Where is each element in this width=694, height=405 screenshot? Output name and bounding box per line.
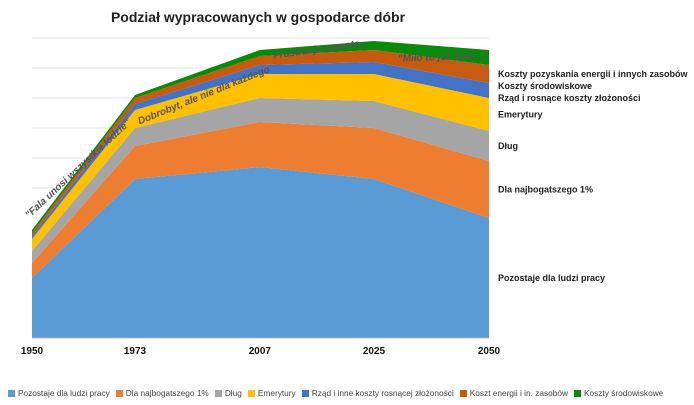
legend-label: Rząd i inne koszty rosnącej złożoności bbox=[311, 388, 454, 398]
legend-item: Dla najbogatszego 1% bbox=[115, 388, 209, 398]
area-rząd-i-inne-koszty-rosnącej-złożoności bbox=[32, 62, 489, 239]
x-tick-label: 1973 bbox=[124, 346, 147, 357]
legend-label: Emerytury bbox=[257, 388, 296, 398]
x-tick-label: 2007 bbox=[249, 346, 272, 357]
annotation-text: "Miło to już było..." bbox=[398, 50, 489, 64]
area-dług bbox=[32, 98, 489, 263]
legend-item: Dług bbox=[214, 388, 242, 398]
legend-swatch bbox=[214, 389, 222, 397]
x-tick-label: 2025 bbox=[363, 346, 386, 357]
legend-item: Emerytury bbox=[247, 388, 296, 398]
legend-label: Dla najbogatszego 1% bbox=[125, 388, 209, 398]
area-series bbox=[32, 41, 489, 339]
legend-swatch bbox=[8, 389, 15, 397]
x-axis-ticks: 1950 1973 2007 2025 2050 bbox=[21, 346, 501, 357]
series-end-label: Koszty pozyskania energii i innych zasob… bbox=[498, 69, 689, 79]
x-tick-label: 1950 bbox=[21, 346, 44, 357]
area-pozostaje-dla-ludzi-pracy bbox=[32, 167, 489, 338]
legend-item: Koszty środowiskowe bbox=[573, 388, 664, 398]
legend: Pozostaje dla ludzi pracy Dla najbogatsze… bbox=[8, 388, 694, 398]
series-end-label: Dla najbogatszego 1% bbox=[498, 185, 593, 195]
series-end-label: Dług bbox=[498, 141, 518, 151]
series-end-label: Emerytury bbox=[498, 110, 543, 120]
x-tick-label: 2050 bbox=[478, 346, 501, 357]
legend-label: Koszty środowiskowe bbox=[583, 388, 664, 398]
area-dla-najbogatszego-1- bbox=[32, 122, 489, 278]
legend-item: Rząd i inne koszty rosnącej złożoności bbox=[301, 388, 454, 398]
area-koszt-energii-i-in-zasobów bbox=[32, 50, 489, 236]
series-end-label: Rząd i rosnące koszty złożoności bbox=[498, 93, 641, 103]
legend-swatch bbox=[301, 389, 309, 397]
series-end-label: Pozostaje dla ludzi pracy bbox=[498, 273, 605, 283]
right-series-labels: Koszty pozyskania energii i innych zasob… bbox=[498, 69, 689, 283]
legend-label: Koszt energii i in. zasobów bbox=[469, 388, 568, 398]
legend-swatch bbox=[247, 389, 255, 397]
legend-item: Pozostaje dla ludzi pracy bbox=[8, 388, 110, 398]
legend-item: Koszt energii i in. zasobów bbox=[459, 388, 568, 398]
legend-swatch bbox=[115, 389, 123, 397]
legend-label: Dług bbox=[224, 388, 242, 398]
legend-label: Pozostaje dla ludzi pracy bbox=[18, 388, 110, 398]
series-end-label: Koszty środowiskowe bbox=[498, 81, 592, 91]
legend-swatch bbox=[573, 389, 581, 397]
stacked-area-chart: Podział wypracowanych w gospodarce dóbr … bbox=[21, 9, 689, 357]
legend-swatch bbox=[459, 389, 467, 397]
area-emerytury bbox=[32, 74, 489, 251]
chart-title: Podział wypracowanych w gospodarce dóbr bbox=[111, 9, 406, 25]
